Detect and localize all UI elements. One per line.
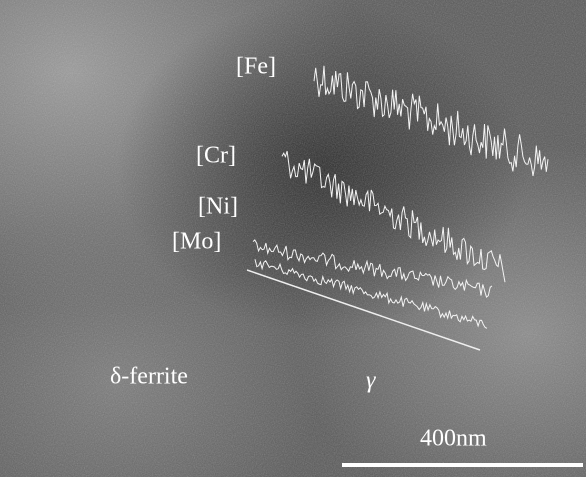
grain bbox=[0, 0, 586, 477]
gamma-label: γ bbox=[366, 368, 376, 394]
delta-ferrite-label: δ-ferrite bbox=[110, 364, 188, 390]
micrograph: [Fe] [Cr] [Ni] [Mo] δ-ferrite γ 400nm bbox=[0, 0, 586, 477]
ni-label: [Ni] bbox=[198, 194, 238, 220]
scale-label: 400nm bbox=[420, 426, 487, 452]
cr-label: [Cr] bbox=[196, 143, 236, 169]
fe-label: [Fe] bbox=[236, 54, 276, 80]
mo-label: [Mo] bbox=[172, 229, 221, 255]
